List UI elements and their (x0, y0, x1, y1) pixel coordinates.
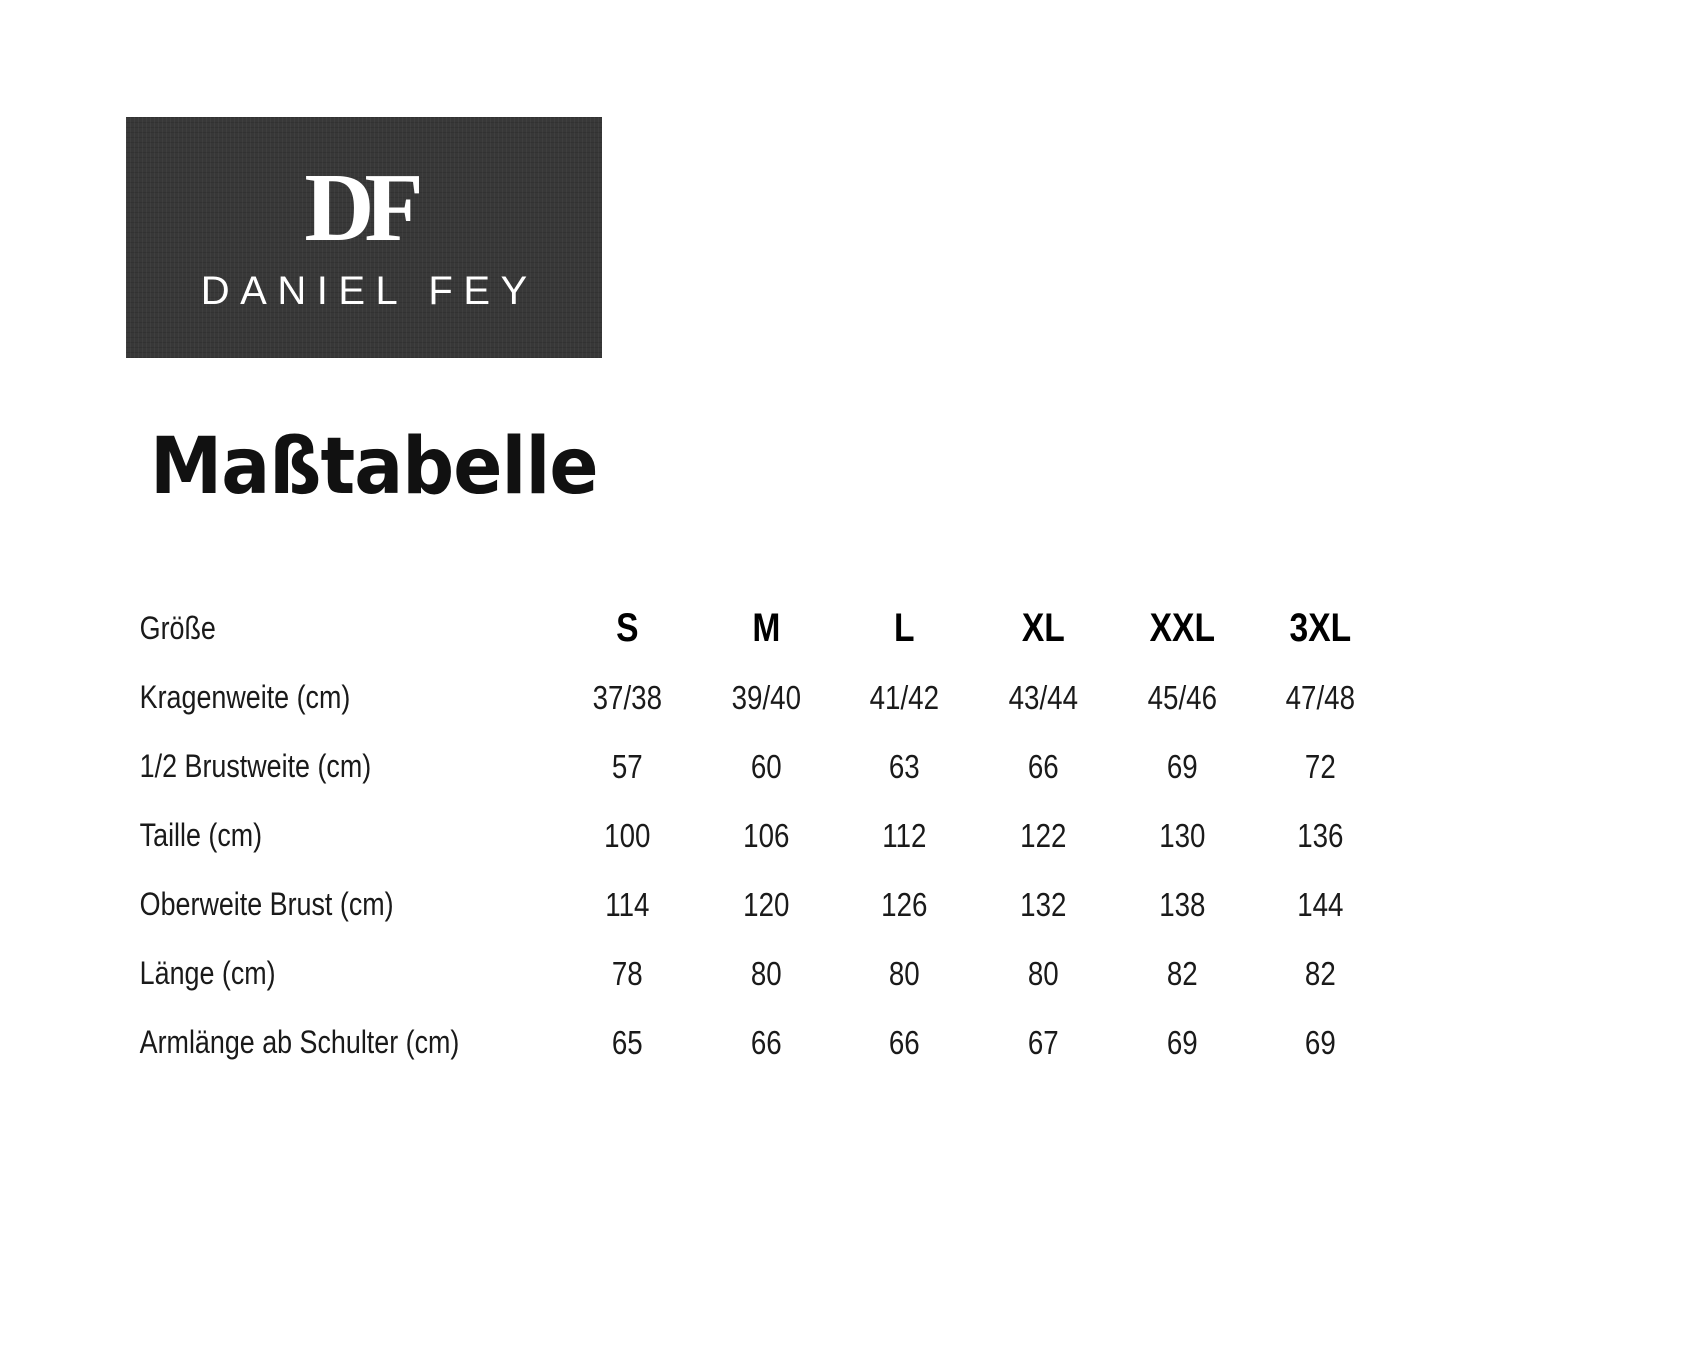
cell-oberweite-brust-xl: 132 (1020, 885, 1067, 923)
cell-halbe-brustweite-3xl: 72 (1305, 747, 1337, 785)
row-label-armlaenge-ab-schulter: Armlänge ab Schulter (cm) (139, 1024, 460, 1060)
column-header-s: S (616, 606, 639, 650)
column-header-l: L (894, 606, 915, 650)
cell-halbe-brustweite-s: 57 (612, 747, 643, 785)
cell-halbe-brustweite-xxl: 69 (1166, 747, 1198, 785)
cell-armlaenge-xl: 67 (1027, 1023, 1059, 1061)
table-row: Taille (cm) 100 106 112 122 130 136 (138, 801, 1390, 870)
row-label-kragenweite: Kragenweite (cm) (139, 679, 351, 715)
row-label-halbe-brustweite: 1/2 Brustweite (cm) (139, 748, 372, 784)
cell-oberweite-brust-l: 126 (881, 885, 928, 923)
cell-kragenweite-xl: 43/44 (1008, 678, 1079, 716)
table-row: Armlänge ab Schulter (cm) 65 66 66 67 69… (138, 1008, 1390, 1077)
table-header: Größe S M L XL XXL 3XL (138, 594, 1390, 663)
cell-oberweite-brust-m: 120 (742, 885, 790, 923)
cell-kragenweite-xxl: 45/46 (1147, 678, 1217, 716)
cell-kragenweite-l: 41/42 (870, 678, 940, 716)
page-title: Maßtabelle (150, 422, 599, 512)
column-header-xl: XL (1021, 606, 1065, 650)
column-header-xxl: XXL (1149, 606, 1215, 650)
cell-taille-m: 106 (742, 816, 790, 854)
cell-laenge-m: 80 (750, 954, 782, 992)
cell-kragenweite-s: 37/38 (592, 678, 663, 716)
cell-taille-xl: 122 (1020, 816, 1067, 854)
cell-oberweite-brust-3xl: 144 (1297, 885, 1344, 923)
cell-oberweite-brust-s: 114 (605, 885, 650, 923)
cell-kragenweite-3xl: 47/48 (1285, 678, 1356, 716)
cell-kragenweite-m: 39/40 (731, 678, 801, 716)
cell-laenge-xxl: 82 (1166, 954, 1198, 992)
cell-armlaenge-s: 65 (612, 1023, 643, 1061)
cell-halbe-brustweite-xl: 66 (1027, 747, 1059, 785)
row-label-laenge: Länge (cm) (139, 955, 276, 991)
brand-logo: DF DANIEL FEY (126, 117, 602, 358)
brand-wordmark: DANIEL FEY (200, 268, 538, 313)
cell-oberweite-brust-xxl: 138 (1158, 885, 1206, 923)
row-label-taille: Taille (cm) (139, 817, 263, 853)
table-row: Kragenweite (cm) 37/38 39/40 41/42 43/44… (138, 663, 1390, 732)
table-row: Oberweite Brust (cm) 114 120 126 132 138… (138, 870, 1390, 939)
table-row: 1/2 Brustweite (cm) 57 60 63 66 69 72 (138, 732, 1390, 801)
cell-laenge-l: 80 (889, 954, 921, 992)
table-row: Länge (cm) 78 80 80 80 82 82 (138, 939, 1390, 1008)
table-body: Kragenweite (cm) 37/38 39/40 41/42 43/44… (138, 663, 1390, 1077)
cell-taille-3xl: 136 (1297, 816, 1344, 854)
brand-monogram-df: DF (304, 154, 423, 262)
header-row: Größe S M L XL XXL 3XL (138, 594, 1390, 663)
cell-armlaenge-3xl: 69 (1305, 1023, 1337, 1061)
cell-halbe-brustweite-m: 60 (750, 747, 782, 785)
size-chart-table: Größe S M L XL XXL 3XL Kragenweite (cm) … (138, 594, 1390, 1077)
cell-armlaenge-m: 66 (750, 1023, 782, 1061)
cell-laenge-s: 78 (612, 954, 643, 992)
cell-laenge-xl: 80 (1027, 954, 1059, 992)
cell-taille-xxl: 130 (1158, 816, 1206, 854)
column-header-m: M (752, 606, 781, 650)
column-header-3xl: 3XL (1289, 606, 1352, 650)
cell-taille-s: 100 (604, 816, 651, 854)
column-header-groesse: Größe (139, 610, 216, 646)
cell-laenge-3xl: 82 (1305, 954, 1337, 992)
cell-armlaenge-xxl: 69 (1166, 1023, 1198, 1061)
cell-taille-l: 112 (882, 816, 927, 854)
cell-armlaenge-l: 66 (889, 1023, 921, 1061)
cell-halbe-brustweite-l: 63 (889, 747, 921, 785)
row-label-oberweite-brust: Oberweite Brust (cm) (139, 886, 394, 922)
